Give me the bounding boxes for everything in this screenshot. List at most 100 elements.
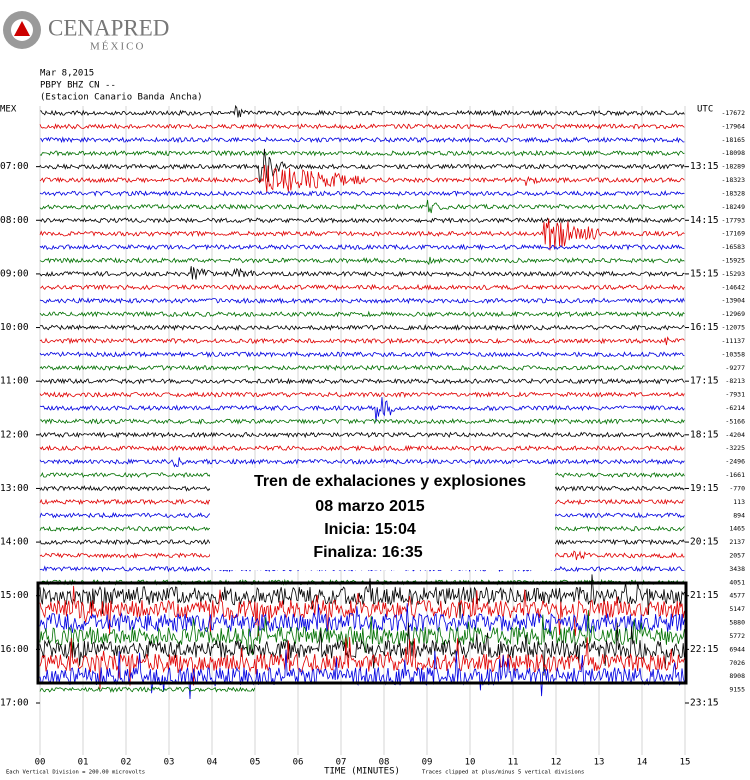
seismic-trace xyxy=(39,603,685,637)
y2-tick-label: 21:15 xyxy=(690,590,719,601)
y-tick-label: 11:00 xyxy=(0,376,29,387)
y2-tick-label: 22:15 xyxy=(690,644,719,655)
seismic-trace xyxy=(39,391,685,399)
seismic-trace xyxy=(39,216,685,224)
y2-tick-label: 15:15 xyxy=(690,268,719,279)
x-tick-label: 08 xyxy=(379,758,390,768)
annotation-box xyxy=(210,468,555,570)
trace-offset: 1465 xyxy=(729,525,745,533)
trace-offset: 8908 xyxy=(729,672,745,680)
seismic-trace xyxy=(39,431,685,439)
seismic-trace xyxy=(40,104,685,118)
x-tick-label: 06 xyxy=(293,758,304,768)
seismic-trace xyxy=(39,686,256,693)
right-zone: UTC xyxy=(697,105,713,115)
trace-offset: 7026 xyxy=(729,659,745,667)
x-tick-label: 07 xyxy=(336,758,347,768)
y2-tick-label: 20:15 xyxy=(690,537,719,548)
y2-tick-label: 13:15 xyxy=(690,161,719,172)
y-tick-label: 17:00 xyxy=(0,698,29,709)
x-tick-label: 02 xyxy=(121,758,132,768)
trace-offset: 6944 xyxy=(729,645,745,653)
trace-offset: -17964 xyxy=(722,122,746,130)
x-tick-label: 09 xyxy=(422,758,433,768)
trace-offset: 9155 xyxy=(729,686,745,694)
trace-offset: 113 xyxy=(733,498,745,506)
seismic-trace xyxy=(39,336,685,346)
seismic-trace xyxy=(39,218,685,251)
y-tick-label: 14:00 xyxy=(0,537,29,548)
trace-offset: 2137 xyxy=(729,538,745,546)
x-axis-label: TIME (MINUTES) xyxy=(324,767,400,777)
y2-tick-label: 17:15 xyxy=(690,376,719,387)
trace-offset: -15925 xyxy=(722,257,746,265)
trace-offset: -11137 xyxy=(722,337,746,345)
seismic-trace xyxy=(39,397,685,422)
trace-offset: -15293 xyxy=(722,270,746,278)
x-tick-label: 00 xyxy=(35,758,46,768)
y2-tick-label: 14:15 xyxy=(690,215,719,226)
seismic-trace xyxy=(39,323,685,331)
y-tick-label: 09:00 xyxy=(0,268,29,279)
x-tick-label: 15 xyxy=(680,758,691,768)
trace-offset: -18165 xyxy=(722,136,746,144)
trace-offset: -17672 xyxy=(722,109,746,117)
y2-tick-label: 16:15 xyxy=(690,322,719,333)
seismic-trace xyxy=(39,610,685,656)
y-tick-label: 10:00 xyxy=(0,322,29,333)
seismic-trace xyxy=(39,283,685,291)
trace-offset: -18249 xyxy=(722,203,746,211)
trace-offset: 3438 xyxy=(729,565,745,573)
trace-offset: -12075 xyxy=(722,324,746,332)
station-name: (Estacion Canario Banda Ancha) xyxy=(40,93,203,103)
footnote: Traces clipped at plus/minus 5 vertical … xyxy=(422,770,584,776)
seismic-trace xyxy=(39,417,685,426)
x-tick-label: 10 xyxy=(465,758,476,768)
x-tick-label: 14 xyxy=(637,758,648,768)
trace-offset: -7931 xyxy=(725,391,745,399)
event-box xyxy=(36,581,688,685)
seismic-trace xyxy=(39,622,685,676)
seismic-trace xyxy=(39,297,685,305)
trace-offset: -14642 xyxy=(722,283,746,291)
logo-title: CENAPRED xyxy=(48,15,169,40)
trace-offset: -4204 xyxy=(725,431,745,439)
y-tick-label: 08:00 xyxy=(0,215,29,226)
seismic-trace xyxy=(39,148,685,184)
trace-offset: 2057 xyxy=(729,552,745,560)
seismic-trace xyxy=(39,310,685,318)
seismic-trace xyxy=(39,649,685,700)
station: PBPY BHZ CN -- xyxy=(40,81,116,91)
annotation-line: 08 marzo 2015 xyxy=(315,498,425,515)
trace-offset: -5166 xyxy=(725,417,745,425)
trace-offset: 4051 xyxy=(729,578,745,586)
trace-offset: -17793 xyxy=(722,216,746,224)
trace-offset: 4577 xyxy=(729,592,745,600)
trace-offset: -3225 xyxy=(725,444,745,452)
seismic-trace xyxy=(39,364,685,372)
seismic-trace xyxy=(39,164,685,193)
seismic-trace xyxy=(39,637,685,690)
trace-offset: -9277 xyxy=(725,364,745,372)
trace-offset: 5772 xyxy=(729,632,745,640)
trace-offset: -770 xyxy=(729,484,745,492)
x-tick-label: 13 xyxy=(594,758,605,768)
trace-offset: -18323 xyxy=(722,176,746,184)
seismic-trace xyxy=(39,190,685,197)
x-tick-label: 01 xyxy=(78,758,89,768)
seismic-trace xyxy=(39,123,685,130)
trace-offset: -10358 xyxy=(722,350,746,358)
y-tick-label: 12:00 xyxy=(0,429,29,440)
x-tick-label: 04 xyxy=(207,758,218,768)
y2-tick-label: 19:15 xyxy=(690,483,719,494)
trace-offset: -1661 xyxy=(725,471,745,479)
seismic-trace xyxy=(39,256,685,266)
trace-offset: -18328 xyxy=(722,189,746,197)
seismic-trace xyxy=(39,457,685,468)
x-tick-label: 12 xyxy=(551,758,562,768)
annotation-line: Finaliza: 16:35 xyxy=(313,544,422,561)
y-tick-label: 07:00 xyxy=(0,161,29,172)
trace-offset: 894 xyxy=(733,511,745,519)
trace-offset: 5880 xyxy=(729,619,745,627)
